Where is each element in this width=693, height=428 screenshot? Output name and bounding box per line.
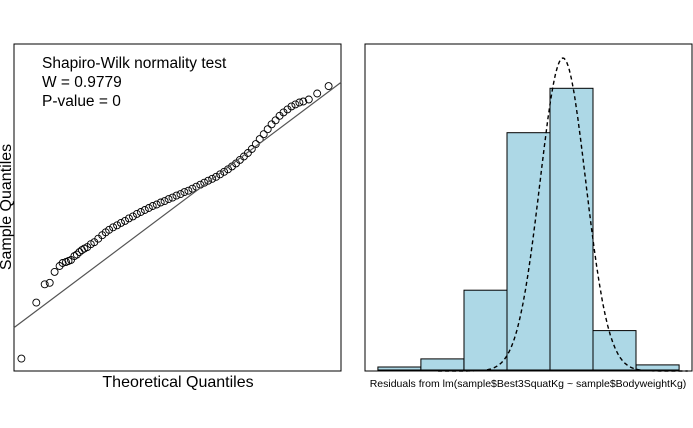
qq-point	[144, 204, 153, 212]
qq-point	[304, 95, 313, 104]
qq-point	[279, 108, 288, 117]
qq-point	[113, 221, 122, 230]
qq-point	[184, 186, 193, 195]
qq-point	[267, 120, 276, 129]
qq-point	[156, 198, 165, 207]
qq-point	[160, 197, 169, 206]
qq-point	[58, 259, 67, 267]
qq-point	[140, 206, 149, 214]
qq-point	[180, 188, 189, 197]
qq-point	[45, 278, 54, 287]
qq-point	[152, 200, 161, 209]
qq-point	[204, 176, 213, 185]
qq-point	[259, 130, 268, 139]
qq-point	[287, 102, 296, 111]
qq-point	[216, 170, 225, 179]
qq-point	[263, 125, 272, 134]
qq-annotation-line-2: W = 0.9779	[42, 74, 122, 91]
qq-point	[313, 89, 322, 98]
qq-point	[324, 82, 333, 91]
qq-reference-line	[13, 81, 342, 329]
qq-point	[295, 98, 304, 107]
qq-point	[40, 280, 49, 289]
qq-point	[50, 267, 59, 276]
qq-point	[283, 105, 292, 114]
qq-point	[136, 208, 145, 216]
qq-point	[121, 216, 129, 225]
qq-point	[132, 209, 141, 218]
qq-point	[212, 172, 221, 181]
qq-point	[124, 214, 133, 223]
qq-plot-frame	[13, 43, 342, 372]
qq-point	[148, 202, 157, 210]
qq-annotation-line-1: Shapiro-Wilk normality test	[42, 55, 227, 72]
qq-x-axis-label: Theoretical Quantiles	[102, 374, 253, 391]
qq-point	[128, 212, 137, 221]
qq-point	[196, 180, 205, 189]
qq-point	[164, 195, 173, 204]
qq-point	[291, 100, 300, 109]
qq-point	[176, 190, 185, 199]
qq-point	[299, 97, 308, 106]
qq-y-axis-label: Sample Quantiles	[0, 144, 15, 270]
qq-point	[188, 184, 197, 193]
qq-point	[32, 298, 41, 307]
qq-points	[17, 82, 333, 363]
qq-point	[208, 174, 217, 183]
qq-point	[105, 225, 114, 234]
qq-point	[172, 191, 181, 200]
qq-point	[55, 262, 64, 270]
qq-point	[117, 218, 125, 227]
qq-point	[220, 167, 229, 176]
qq-point	[247, 145, 256, 153]
qq-point	[72, 250, 81, 259]
qq-point	[255, 135, 264, 144]
qq-point	[168, 193, 177, 202]
qq-point	[271, 116, 280, 125]
qq-point	[109, 223, 118, 232]
qq-annotation-line-3: P-value = 0	[42, 93, 121, 110]
qq-point	[17, 354, 26, 363]
qq-point	[70, 252, 79, 261]
